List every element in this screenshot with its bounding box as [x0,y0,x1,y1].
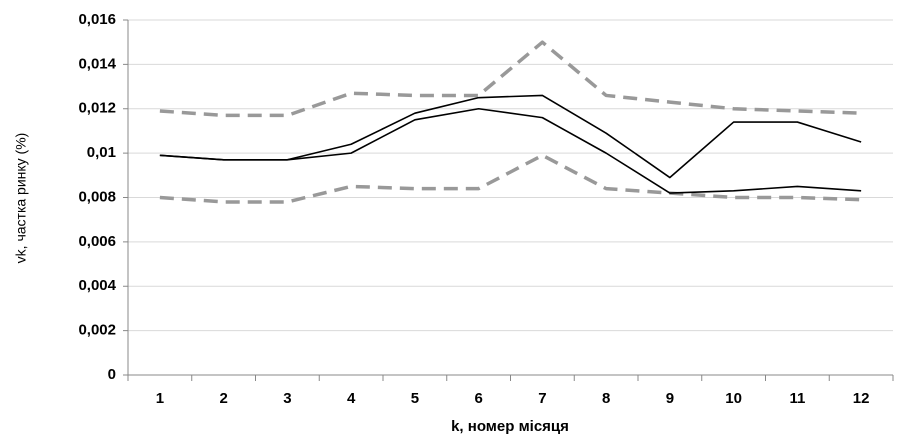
x-tick-label: 3 [283,390,291,407]
series-line [159,107,862,194]
x-tick-label: 9 [666,390,674,407]
y-tick-label: 0,014 [78,55,116,72]
x-tick-label: 6 [474,390,482,407]
y-tick-label: 0,002 [78,322,116,339]
x-tick-label: 11 [789,390,805,407]
y-axis-label: vk, частка ринку (%) [13,133,29,264]
y-tick-label: 0,01 [87,144,116,161]
x-tick-label: 4 [347,390,356,407]
x-axis-label: k, номер місяця [451,418,569,435]
x-tick-label: 7 [538,390,546,407]
y-tick-label: 0,012 [78,100,116,117]
x-tick-label: 1 [156,390,164,407]
x-tick-label: 8 [602,390,610,407]
series-line [159,153,862,204]
y-tick-label: 0,004 [78,277,116,294]
x-tick-label: 12 [853,390,870,407]
y-tick-label: 0,008 [78,188,116,205]
x-tick-label: 5 [411,390,419,407]
series-line [159,40,862,118]
y-tick-label: 0,006 [78,233,116,250]
y-tick-label: 0 [108,366,116,383]
x-tick-label: 10 [725,390,742,407]
series-line [159,94,862,179]
x-tick-label: 2 [219,390,227,407]
y-tick-label: 0,016 [78,11,116,28]
